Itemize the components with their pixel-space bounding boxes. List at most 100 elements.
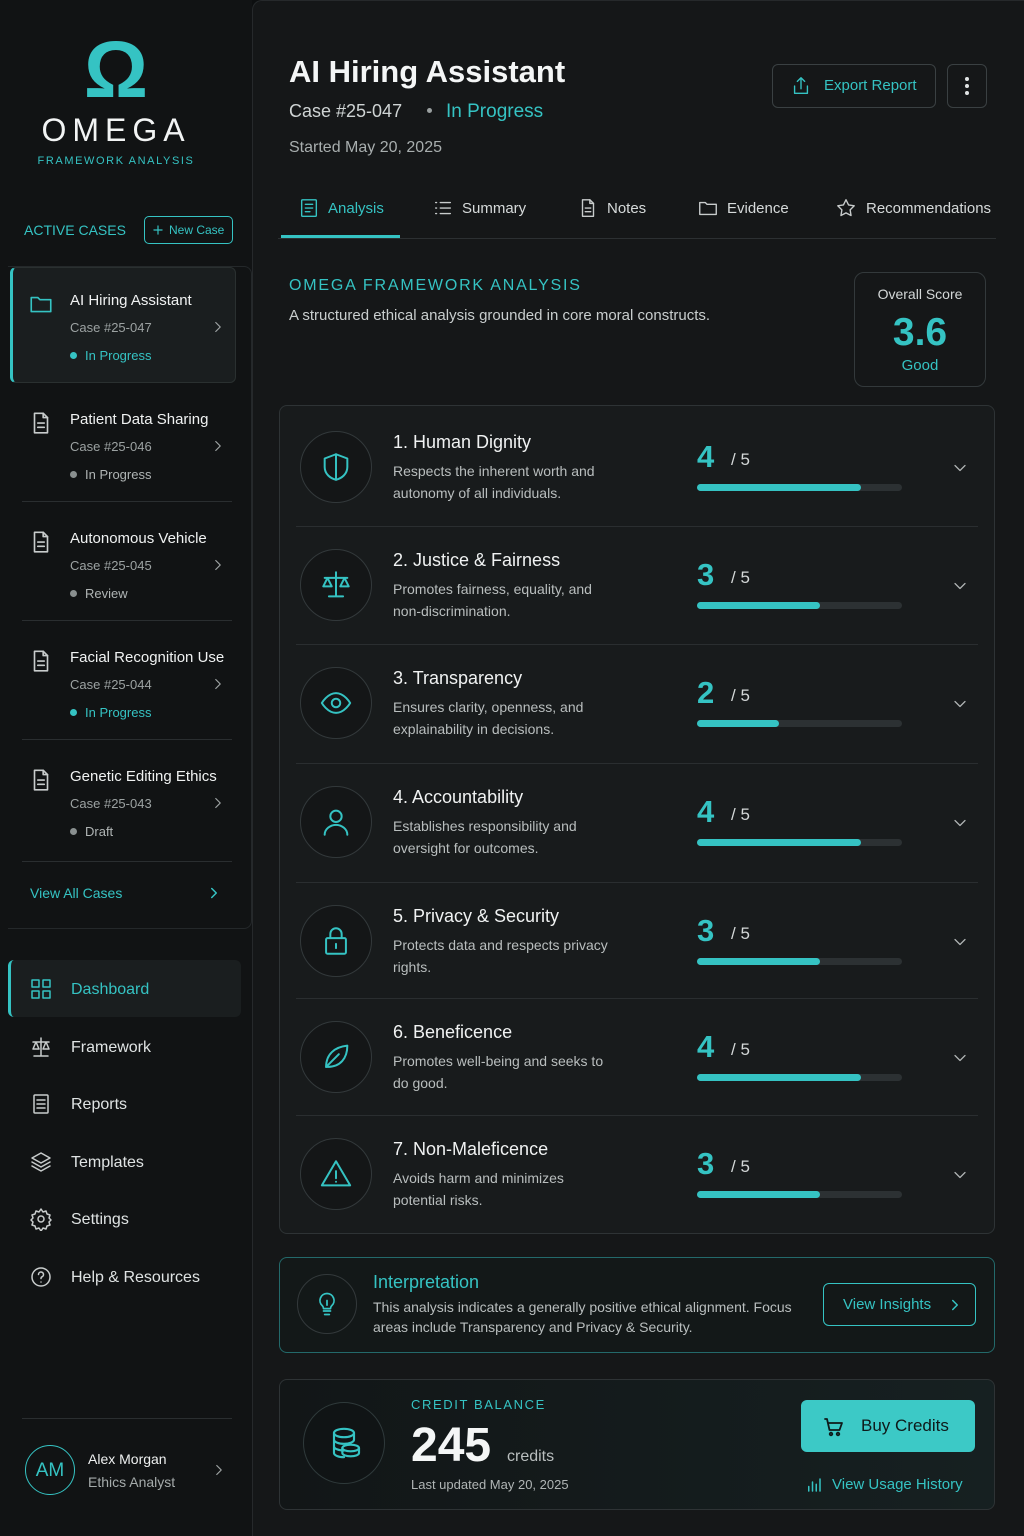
chevron-icon [215,678,221,690]
nav-icon [30,1208,52,1231]
credits-value: 245 [411,1419,492,1472]
criterion-icon [323,809,349,836]
chevron-icon [952,1299,958,1311]
chart-icon [808,1478,821,1492]
nav-item-active[interactable] [8,960,241,1017]
criterion-row[interactable] [280,645,994,761]
more-icon [965,77,969,95]
criterion-icon-ring [300,667,372,739]
user-name: Alex Morgan [88,1451,167,1467]
overall-score-card [854,272,986,387]
status-separator [427,108,432,113]
buy-credits-button[interactable] [801,1400,975,1452]
criterion-score: 4 [697,439,715,474]
case-status: In Progress [85,347,152,363]
criterion-row[interactable] [280,527,994,643]
case-row[interactable] [22,505,232,621]
tabs-divider [278,238,996,239]
tab-icon [581,199,595,217]
tab-icon [434,201,452,215]
view-insights-button[interactable] [823,1283,976,1326]
user-divider [22,1418,232,1419]
criterion-scale: / 5 [731,1040,750,1059]
tab-icon [699,201,717,216]
usage-history-link: View Usage History [832,1476,963,1493]
criterion-scale: / 5 [731,805,750,824]
score-bar [697,1074,861,1081]
score-bar [697,484,861,491]
case-id: Case #25-047 [70,319,152,335]
criterion-title: 5. Privacy & Security [393,905,560,926]
case-id: Case #25-044 [70,676,152,692]
bulb-icon [319,1292,335,1316]
criterion-row[interactable] [280,764,994,880]
criterion-row[interactable] [280,883,994,999]
case-status: In Progress [85,704,152,720]
credits-updated: Last updated May 20, 2025 [411,1476,569,1492]
case-row[interactable] [22,386,232,502]
criterion-description: Promotes fairness, equality, and non-dis… [393,581,592,619]
criterion-icon [320,692,352,714]
tab-icon [837,199,855,217]
interpretation-card [279,1257,995,1353]
chevron-icon [216,1464,222,1476]
nav-icon [32,1037,50,1057]
case-title: Genetic Editing Ethics [70,768,217,785]
criterion-score: 2 [697,675,715,710]
case-status: Review [85,585,128,601]
analysis-heading: OMEGA FRAMEWORK ANALYSIS [289,276,582,294]
nav-label: Dashboard [71,980,150,998]
score-bar [697,839,861,846]
new-case-button[interactable] [144,216,233,244]
status-dot [70,352,77,359]
row-divider [296,763,978,764]
chevron-icon [215,797,221,809]
score-track [697,720,902,727]
row-divider [296,998,978,999]
sidebar [0,0,252,1536]
tab-label: Notes [607,200,647,217]
expand-icon [954,1171,966,1179]
analysis-description: A structured ethical analysis grounded i… [289,307,711,324]
criterion-title: 4. Accountability [393,786,524,807]
case-status: In Progress [85,466,152,482]
status-dot [70,471,77,478]
case-card-active[interactable] [10,267,236,383]
expand-icon [954,700,966,708]
expand-icon [954,938,966,946]
chevron-icon [215,440,221,452]
criterion-score: 3 [697,913,715,948]
criterion-scale: / 5 [731,450,750,469]
more-button[interactable] [947,64,987,108]
export-label: Export Report [824,77,917,94]
avatar-initials: AM [35,1459,65,1481]
folder-icon [30,296,52,313]
criterion-description: Respects the inherent worth and autonomy… [393,463,595,501]
nav-label: Framework [71,1038,152,1056]
document-icon [33,412,49,434]
criterion-icon [325,927,347,955]
export-button[interactable] [772,64,936,108]
criterion-row[interactable] [280,999,994,1115]
criterion-description: Promotes well-being and seeks to do good… [393,1053,604,1091]
page-title: AI Hiring Assistant [289,54,566,89]
logo-subtitle: FRAMEWORK ANALYSIS [37,155,195,167]
case-status: In Progress [446,100,544,122]
coins-icon [332,1427,361,1459]
case-title: Patient Data Sharing [70,411,209,428]
view-insights-label: View Insights [843,1296,932,1313]
overall-label: Overall Score [877,286,963,302]
tab-label: Analysis [328,200,384,217]
criterion-title: 7. Non-Maleficence [393,1138,549,1159]
case-title: Facial Recognition Use [70,649,225,666]
criterion-row[interactable] [280,1116,994,1232]
avatar [25,1445,75,1495]
score-bar [697,602,820,609]
criteria-card [279,405,995,1234]
case-row[interactable] [22,624,232,740]
criterion-row[interactable] [280,409,994,525]
document-icon [33,650,49,672]
nav-icon [31,1267,51,1287]
criterion-description: Protects data and respects privacy right… [393,937,608,975]
